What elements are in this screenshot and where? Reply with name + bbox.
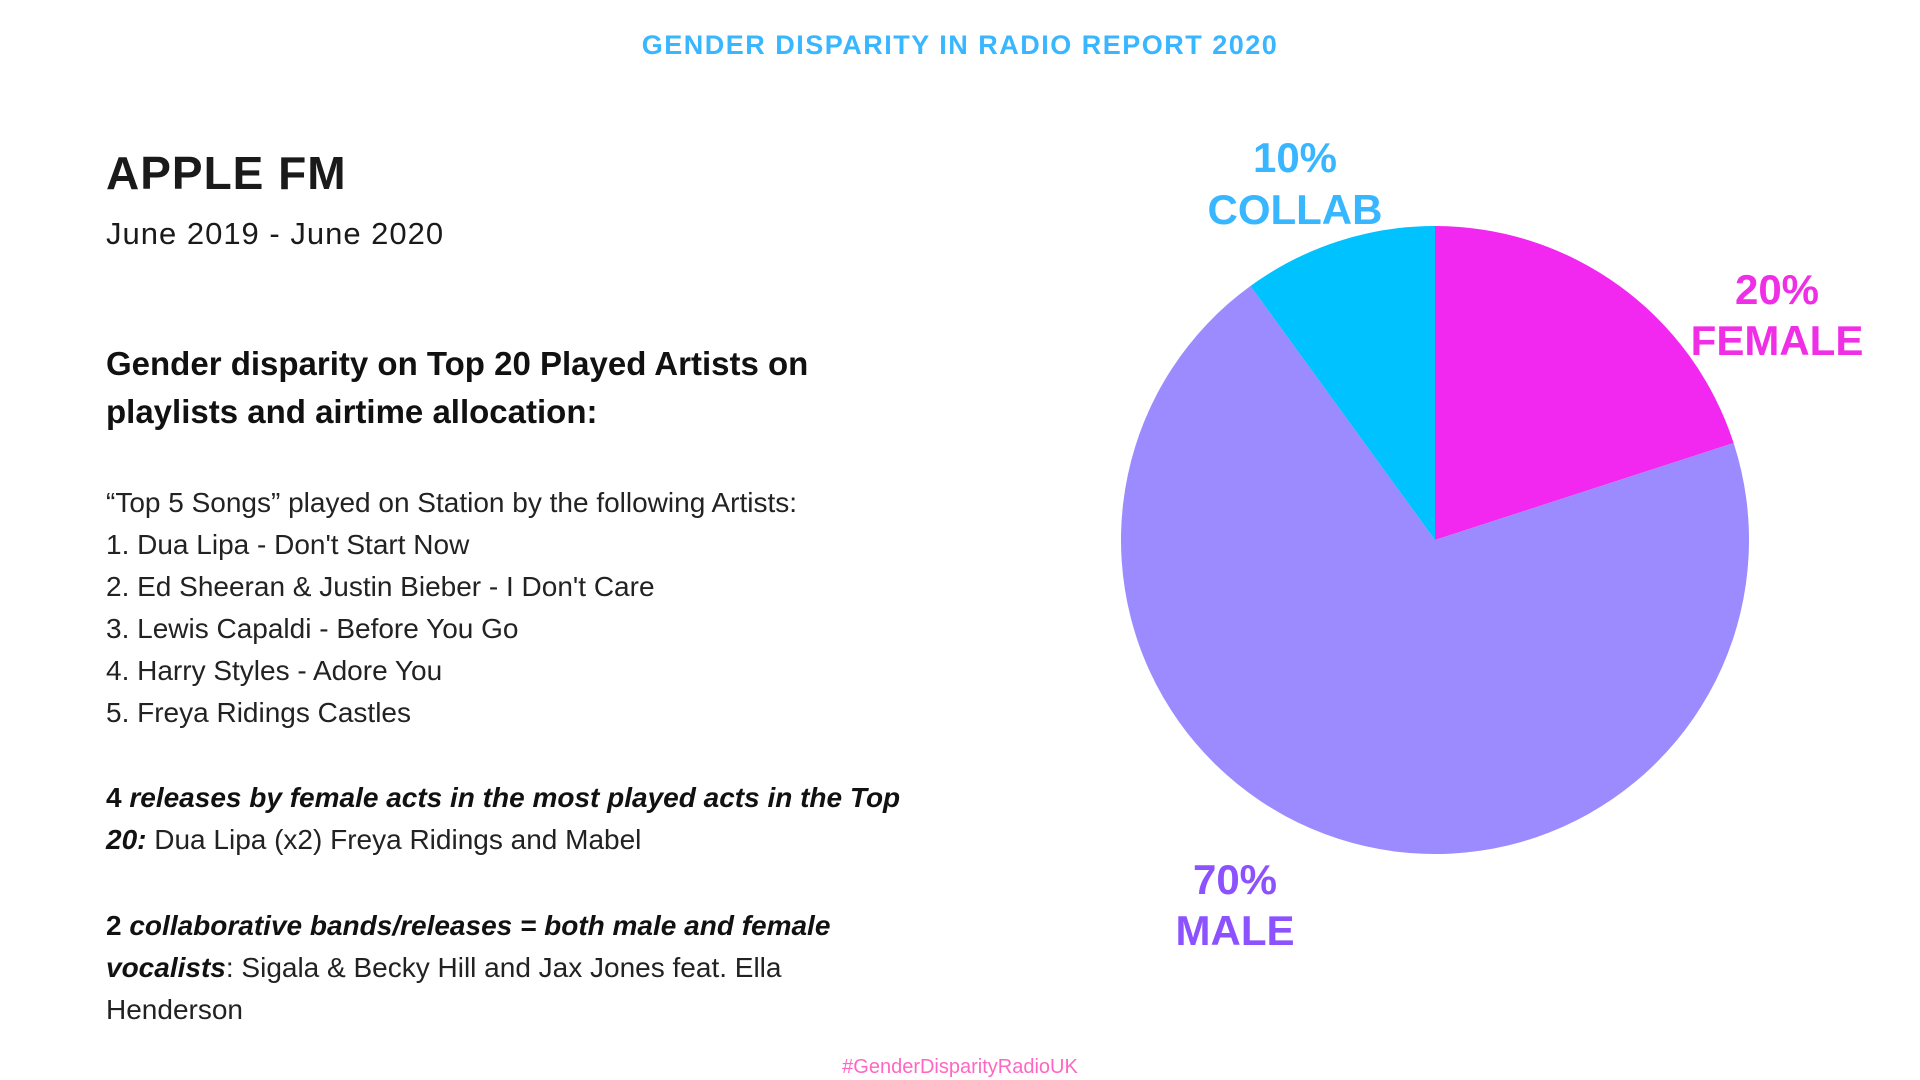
paragraph: 4 releases by female acts in the most pl…	[106, 777, 916, 861]
slice-value-label: 20%	[1735, 266, 1819, 313]
pie-slice	[1250, 226, 1435, 540]
lead: 2	[106, 910, 122, 941]
song-list: “Top 5 Songs” played on Station by the f…	[106, 482, 797, 734]
slice-value-label: 70%	[1193, 856, 1277, 903]
list-item: 3. Lewis Capaldi - Before You Go	[106, 613, 519, 644]
pie-slice	[1435, 226, 1734, 540]
pie-slice	[1120, 285, 1749, 855]
emphasis: collaborative bands/releases = both male…	[106, 910, 831, 983]
text: : Sigala & Becky Hill and Jax Jones feat…	[106, 952, 782, 1025]
list-item: 1. Dua Lipa - Don't Start Now	[106, 529, 470, 560]
heading: Gender disparity on Top 20 Played Artist…	[106, 345, 809, 430]
list-item: 4. Harry Styles - Adore You	[106, 655, 443, 686]
slice-category-label: COLLAB	[1208, 186, 1383, 233]
header: GENDER DISPARITY IN RADIO REPORT 2020	[641, 30, 1279, 60]
paragraph: 2 collaborative bands/releases = both ma…	[106, 905, 916, 1031]
slice-category-label: FEMALE	[1691, 317, 1864, 364]
list-item: 2. Ed Sheeran & Justin Bieber - I Don't …	[106, 571, 655, 602]
slice-category-label: MALE	[1176, 907, 1295, 954]
subtitle: June 2019 - June 2020	[106, 216, 445, 251]
list-intro: “Top 5 Songs” played on Station by the f…	[106, 487, 798, 518]
footer: #GenderDisparityRadioUK	[842, 1056, 1078, 1078]
title: APPLE FM	[106, 147, 347, 199]
text: Dua Lipa (x2) Freya Ridings and Mabel	[154, 824, 642, 855]
list-item: 5. Freya Ridings Castles	[106, 697, 412, 728]
lead: 4	[106, 782, 122, 813]
slice-value-label: 10%	[1253, 134, 1337, 181]
emphasis: releases by female acts in the most play…	[106, 782, 901, 855]
